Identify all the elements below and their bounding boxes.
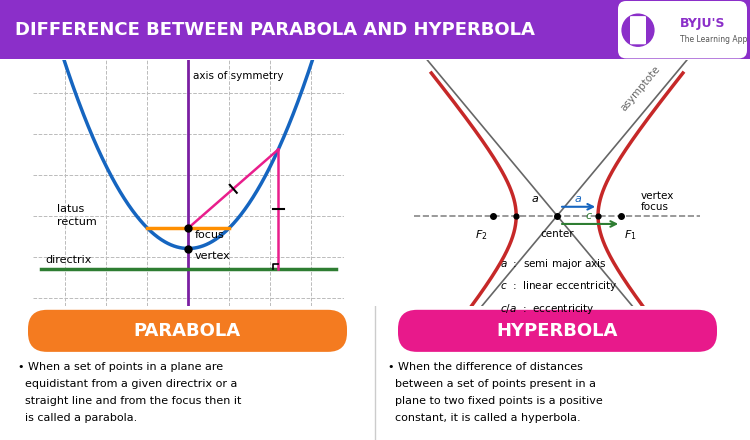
Text: vertex: vertex [194,250,230,260]
Text: HYPERBOLA: HYPERBOLA [496,322,618,340]
Text: asymptote: asymptote [619,64,662,114]
FancyBboxPatch shape [398,310,717,352]
Text: focus: focus [641,202,669,212]
Text: is called a parabola.: is called a parabola. [18,413,137,423]
Text: $c$  :  linear eccentricity: $c$ : linear eccentricity [500,279,617,293]
Text: focus: focus [194,230,224,240]
Text: vertex: vertex [641,191,674,201]
Text: straight line and from the focus then it: straight line and from the focus then it [18,396,242,406]
Text: between a set of points present in a: between a set of points present in a [388,379,596,389]
Text: The Learning App: The Learning App [680,35,747,44]
Text: BYJU'S: BYJU'S [680,17,725,29]
Text: $F_1$: $F_1$ [624,228,637,242]
Text: PARABOLA: PARABOLA [134,322,241,340]
Text: $a$  :  semi major axis: $a$ : semi major axis [500,257,607,271]
Text: axis of symmetry: axis of symmetry [194,70,284,81]
Text: $c/a$  :  eccentricity: $c/a$ : eccentricity [500,302,595,316]
Text: directrix: directrix [45,255,92,265]
Text: $F_2$: $F_2$ [475,228,488,242]
Text: plane to two fixed points is a positive: plane to two fixed points is a positive [388,396,603,406]
Text: $a$: $a$ [574,194,583,204]
Circle shape [620,12,656,48]
Text: • When the difference of distances: • When the difference of distances [388,362,583,372]
Text: latus
rectum: latus rectum [57,204,97,227]
Text: DIFFERENCE BETWEEN PARABOLA AND HYPERBOLA: DIFFERENCE BETWEEN PARABOLA AND HYPERBOL… [15,21,535,39]
Text: equidistant from a given directrix or a: equidistant from a given directrix or a [18,379,237,389]
Text: • When a set of points in a plane are: • When a set of points in a plane are [18,362,223,372]
Text: constant, it is called a hyperbola.: constant, it is called a hyperbola. [388,413,580,423]
FancyBboxPatch shape [630,16,646,44]
Text: $a$: $a$ [530,194,538,204]
FancyBboxPatch shape [28,310,347,352]
FancyBboxPatch shape [618,1,747,59]
Text: center: center [540,229,574,239]
Text: $c$: $c$ [585,211,593,221]
